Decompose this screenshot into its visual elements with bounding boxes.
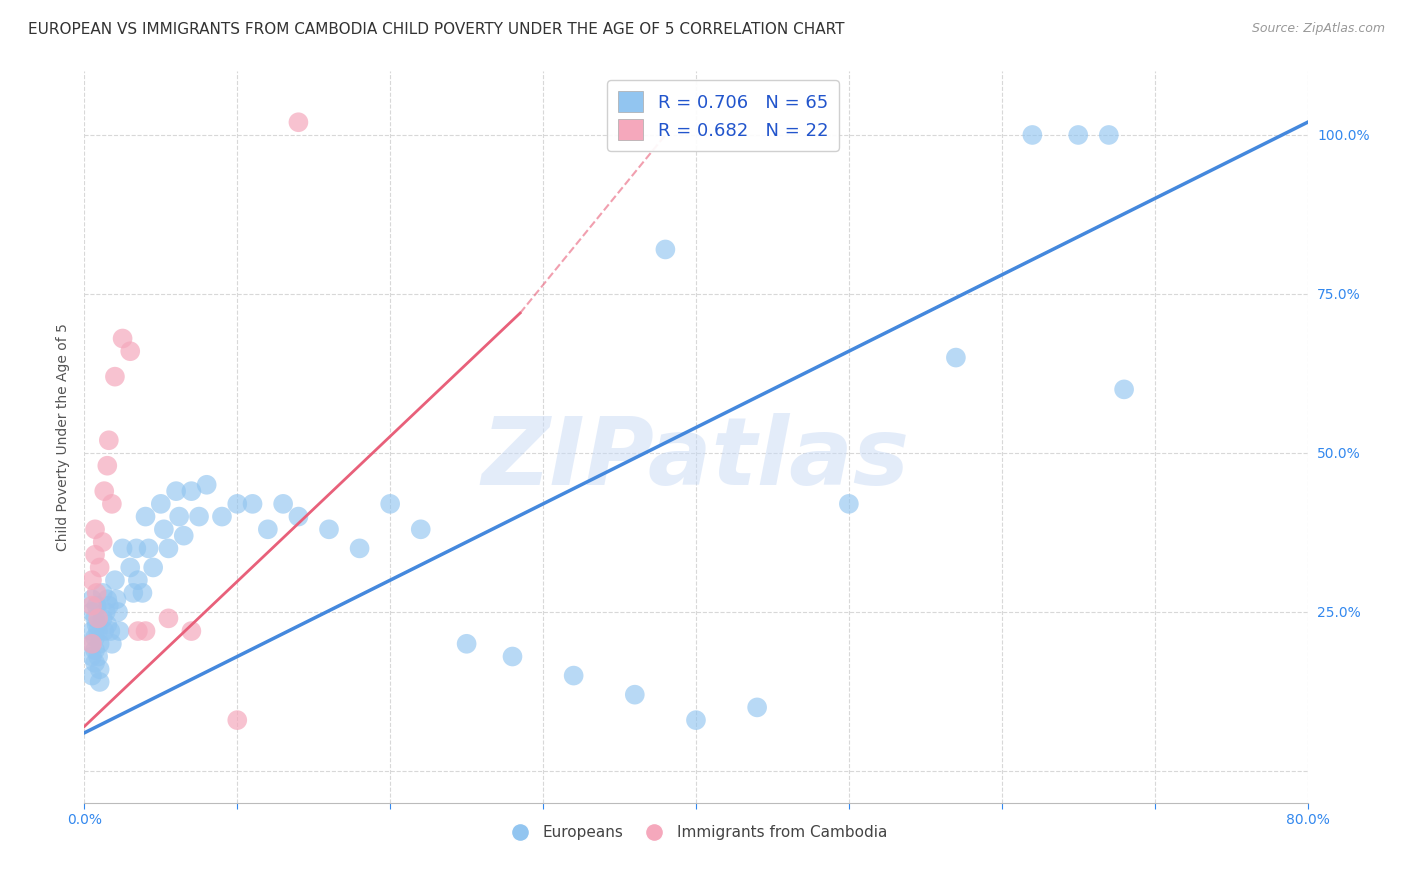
Point: [80, 573, 103, 587]
Point: [108, 624, 131, 638]
Text: Source: ZipAtlas.com: Source: ZipAtlas.com: [1251, 22, 1385, 36]
Point: [157, 541, 180, 556]
Point: [80, 592, 103, 607]
Point: [86, 586, 108, 600]
Text: EUROPEAN VS IMMIGRANTS FROM CAMBODIA CHILD POVERTY UNDER THE AGE OF 5 CORRELATIO: EUROPEAN VS IMMIGRANTS FROM CAMBODIA CHI…: [28, 22, 845, 37]
Point: [93, 484, 115, 499]
Point: [349, 541, 371, 556]
Point: [105, 592, 128, 607]
Point: [180, 624, 202, 638]
Point: [287, 115, 309, 129]
Point: [271, 497, 294, 511]
Point: [94, 605, 117, 619]
Point: [149, 497, 172, 511]
Point: [97, 434, 120, 448]
Point: [157, 611, 180, 625]
Point: [747, 700, 769, 714]
Point: [211, 509, 233, 524]
Point: [502, 649, 524, 664]
Point: [98, 624, 121, 638]
Point: [318, 522, 340, 536]
Point: [257, 522, 280, 536]
Point: [80, 649, 103, 664]
Point: [107, 605, 129, 619]
Point: [142, 560, 165, 574]
Point: [89, 560, 111, 574]
Point: [188, 509, 211, 524]
Point: [1021, 128, 1043, 142]
Point: [173, 529, 195, 543]
Point: [89, 662, 111, 676]
Point: [945, 351, 967, 365]
Point: [89, 637, 111, 651]
Point: [456, 637, 478, 651]
Point: [80, 624, 103, 638]
Point: [195, 477, 218, 491]
Point: [287, 509, 309, 524]
Point: [135, 624, 157, 638]
Point: [138, 541, 160, 556]
Point: [84, 643, 107, 657]
Y-axis label: Child Poverty Under the Age of 5: Child Poverty Under the Age of 5: [56, 323, 70, 551]
Point: [104, 369, 127, 384]
Point: [135, 509, 157, 524]
Point: [165, 484, 187, 499]
Point: [91, 535, 114, 549]
Point: [84, 631, 107, 645]
Point: [87, 649, 110, 664]
Point: [96, 592, 118, 607]
Point: [838, 497, 860, 511]
Point: [127, 573, 149, 587]
Point: [93, 624, 115, 638]
Point: [80, 605, 103, 619]
Point: [84, 611, 107, 625]
Point: [111, 541, 134, 556]
Point: [153, 522, 176, 536]
Point: [226, 713, 249, 727]
Point: [127, 624, 149, 638]
Point: [120, 560, 142, 574]
Point: [1098, 128, 1121, 142]
Point: [409, 522, 432, 536]
Point: [685, 713, 707, 727]
Point: [80, 668, 103, 682]
Point: [380, 497, 402, 511]
Point: [562, 668, 585, 682]
Point: [226, 497, 249, 511]
Point: [180, 484, 202, 499]
Text: ZIPatlas: ZIPatlas: [482, 413, 910, 505]
Point: [101, 497, 124, 511]
Point: [87, 624, 110, 638]
Point: [131, 586, 153, 600]
Point: [80, 637, 103, 651]
Point: [84, 522, 107, 536]
Point: [96, 617, 118, 632]
Point: [91, 586, 114, 600]
Point: [86, 599, 108, 613]
Point: [101, 637, 124, 651]
Point: [96, 458, 118, 473]
Point: [80, 637, 103, 651]
Point: [122, 586, 145, 600]
Point: [654, 243, 676, 257]
Point: [84, 656, 107, 670]
Point: [125, 541, 148, 556]
Point: [111, 331, 134, 345]
Point: [87, 611, 110, 625]
Point: [84, 548, 107, 562]
Point: [624, 688, 647, 702]
Point: [89, 675, 111, 690]
Point: [242, 497, 264, 511]
Point: [80, 599, 103, 613]
Point: [91, 611, 114, 625]
Point: [167, 509, 190, 524]
Point: [86, 617, 108, 632]
Point: [104, 573, 127, 587]
Legend: Europeans, Immigrants from Cambodia: Europeans, Immigrants from Cambodia: [498, 819, 894, 847]
Point: [120, 344, 142, 359]
Point: [1114, 383, 1136, 397]
Point: [1067, 128, 1090, 142]
Point: [97, 599, 120, 613]
